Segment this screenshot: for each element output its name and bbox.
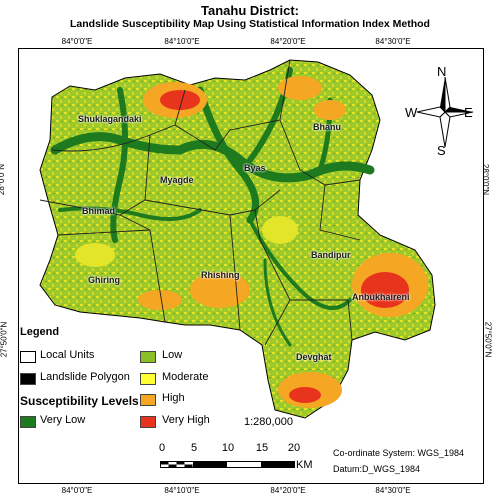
unit-label-shuklagandaki: Shuklagandaki [78,114,142,124]
compass-n: N [437,64,447,79]
tick-top-2: 84°10'0"E [164,37,200,46]
scale-unit: KM [296,459,313,471]
tick-bottom-4: 84°30'0"E [375,486,411,495]
unit-label-bandipur: Bandipur [311,250,351,260]
unit-label-anbukhaireni: Anbukhaireni [352,292,410,302]
unit-label-myagde: Myagde [160,175,194,185]
tick-top-1: 84°0'0"E [61,37,93,46]
unit-label-bhanu: Bhanu [313,122,341,132]
tick-top-3: 84°20'0"E [270,37,306,46]
legend-label-moderate: Moderate [162,371,209,383]
north-arrow-icon [416,76,474,148]
legend-title: Legend [20,326,60,338]
local-unit-boundaries [39,59,361,346]
high-zones [75,76,428,408]
scale-tick-10: 10 [221,442,235,454]
tick-bottom-2: 84°10'0"E [164,486,200,495]
scale-tick-0: 0 [158,442,166,454]
legend-swatch-low [140,351,156,363]
scale-ratio: 1:280,000 [244,416,293,428]
very-low-zones [50,67,375,347]
legend-swatch-very-low [20,416,36,428]
scale-tick-20: 20 [287,442,301,454]
map-subtitle: Landslide Susceptibility Map Using Stati… [70,18,430,30]
legend-swatch-local-units [20,351,36,363]
scale-bar [160,461,295,468]
compass-w: W [405,105,418,120]
tick-top-4: 84°30'0"E [375,37,411,46]
legend-swatch-landslide [20,373,36,385]
legend-swatch-moderate [140,373,156,385]
map-title: Tanahu District: [201,3,299,18]
datum: Datum:D_WGS_1984 [333,464,421,474]
unit-label-devghat: Devghat [296,352,332,362]
legend-label-low: Low [162,349,183,361]
legend-label-local-units: Local Units [40,349,95,361]
unit-label-rhishing: Rhishing [201,270,240,280]
legend-swatch-very-high [140,416,156,428]
compass-s: S [437,143,446,158]
unit-label-byas: Byas [244,163,266,173]
unit-label-ghiring: Ghiring [88,275,120,285]
scale-tick-5: 5 [190,442,198,454]
legend-label-landslide: Landslide Polygon [40,371,130,383]
legend-susceptibility-title: Susceptibility Levels [20,394,139,408]
legend-label-very-low: Very Low [40,414,86,426]
tick-bottom-3: 84°20'0"E [270,486,306,495]
legend-label-high: High [162,392,185,404]
coordinate-system: Co-ordinate System: WGS_1984 [333,448,465,458]
legend-label-very-high: Very High [162,414,210,426]
tick-bottom-1: 84°0'0"E [61,486,93,495]
unit-label-bhimad: Bhimad [82,206,116,216]
legend-swatch-high [140,394,156,406]
scale-tick-15: 15 [255,442,269,454]
compass-e: E [464,105,473,120]
